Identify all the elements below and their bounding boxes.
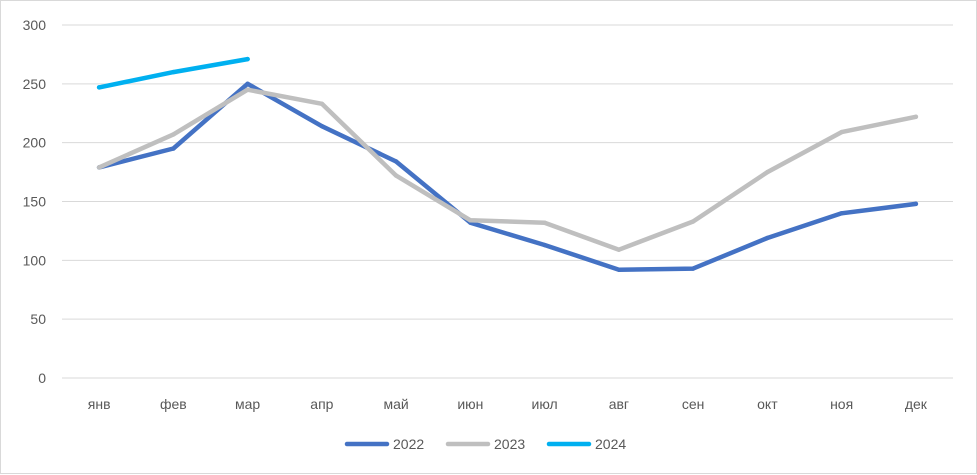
x-tick-label: дек [905, 396, 928, 412]
data-point-2022-май [393, 159, 399, 164]
data-point-2022-фев [171, 146, 176, 151]
data-point-2024-мар [245, 56, 250, 62]
data-point-2022-июл [542, 242, 547, 248]
data-point-2022-дек [913, 201, 919, 207]
x-tick-label: июн [457, 396, 483, 412]
data-point-2024-янв [96, 85, 102, 90]
data-point-2022-авг [616, 267, 622, 272]
data-point-2022-апр [319, 123, 325, 129]
x-tick-label: фев [160, 396, 187, 412]
data-point-2023-дек [913, 114, 919, 119]
x-tick-label: ноя [830, 396, 853, 412]
data-point-2023-фев [171, 132, 176, 137]
data-point-2023-июл [542, 220, 547, 225]
data-point-2023-июн [468, 218, 473, 223]
data-point-2023-сен [690, 219, 696, 224]
data-point-2022-окт [765, 235, 770, 241]
legend-label-2023: 2023 [494, 436, 525, 452]
x-tick-label: мар [235, 396, 260, 412]
series-line-2023 [96, 87, 919, 252]
x-tick-label: сен [682, 396, 705, 412]
x-axis: янв фев мар апр май июн июл авг сен окт ноя дек [88, 396, 928, 412]
data-point-2023-янв [96, 165, 102, 170]
x-tick-label: окт [757, 396, 778, 412]
data-point-2023-окт [765, 169, 770, 175]
legend-label-2024: 2024 [595, 436, 626, 452]
series-line-2022 [96, 81, 919, 272]
data-point-2023-мар [245, 87, 250, 92]
y-axis: 0 50 100 150 200 250 300 [23, 17, 47, 386]
data-point-2024-фев [171, 69, 176, 75]
x-tick-label: май [384, 396, 409, 412]
legend: 2022 2023 2024 [344, 436, 626, 452]
data-point-2022-ноя [839, 211, 844, 216]
x-tick-label: июл [532, 396, 558, 412]
y-tick-label: 100 [23, 252, 47, 268]
y-tick-label: 300 [23, 17, 47, 33]
data-point-2022-сен [690, 266, 696, 271]
x-tick-label: апр [310, 396, 333, 412]
x-tick-label: янв [88, 396, 111, 412]
y-tick-label: 250 [23, 76, 47, 92]
y-tick-label: 200 [23, 135, 47, 151]
y-tick-label: 50 [30, 311, 46, 327]
data-point-2023-ноя [839, 129, 844, 135]
data-point-2023-апр [319, 101, 325, 107]
y-tick-label: 0 [38, 370, 46, 386]
data-point-2023-авг [616, 247, 622, 252]
gridlines [62, 24, 953, 379]
legend-label-2022: 2022 [393, 436, 424, 452]
y-tick-label: 150 [23, 194, 47, 210]
series-lines [96, 56, 919, 272]
data-point-2022-мар [245, 81, 250, 87]
x-tick-label: авг [609, 396, 629, 412]
data-point-2023-май [393, 173, 399, 178]
